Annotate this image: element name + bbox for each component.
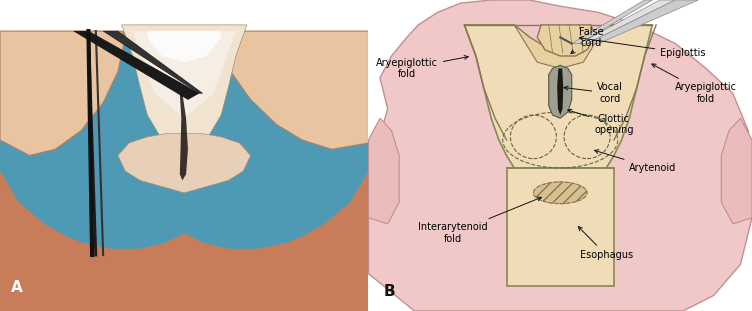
Text: B: B — [384, 284, 396, 299]
Text: Esophagus: Esophagus — [578, 227, 633, 260]
Text: False
cord: False cord — [571, 26, 603, 53]
Polygon shape — [465, 25, 652, 168]
Polygon shape — [557, 68, 563, 115]
Polygon shape — [368, 0, 752, 311]
Polygon shape — [132, 31, 236, 118]
Polygon shape — [368, 118, 399, 224]
Polygon shape — [118, 134, 250, 193]
Polygon shape — [203, 31, 368, 149]
Polygon shape — [572, 0, 652, 44]
Polygon shape — [507, 168, 614, 286]
Polygon shape — [147, 31, 221, 62]
Text: Epiglottis: Epiglottis — [579, 36, 705, 58]
Text: Arytenoid: Arytenoid — [595, 150, 676, 173]
Text: Glottic
opening: Glottic opening — [568, 109, 634, 135]
Polygon shape — [514, 25, 606, 68]
Polygon shape — [537, 25, 595, 56]
Polygon shape — [122, 25, 247, 156]
Text: Interarytenoid
fold: Interarytenoid fold — [418, 197, 541, 244]
Polygon shape — [549, 65, 572, 118]
Text: A: A — [11, 281, 23, 295]
Polygon shape — [103, 31, 203, 93]
Polygon shape — [0, 31, 368, 311]
Text: Aryepiglottic
fold: Aryepiglottic fold — [376, 56, 468, 79]
Polygon shape — [0, 31, 368, 311]
Ellipse shape — [533, 182, 587, 204]
Polygon shape — [180, 93, 188, 180]
Text: Aryepiglottic
fold: Aryepiglottic fold — [652, 64, 737, 104]
Polygon shape — [587, 0, 699, 44]
Polygon shape — [721, 118, 752, 224]
Polygon shape — [580, 0, 675, 44]
Polygon shape — [0, 31, 126, 156]
Polygon shape — [74, 31, 199, 100]
Text: Vocal
cord: Vocal cord — [564, 82, 623, 104]
